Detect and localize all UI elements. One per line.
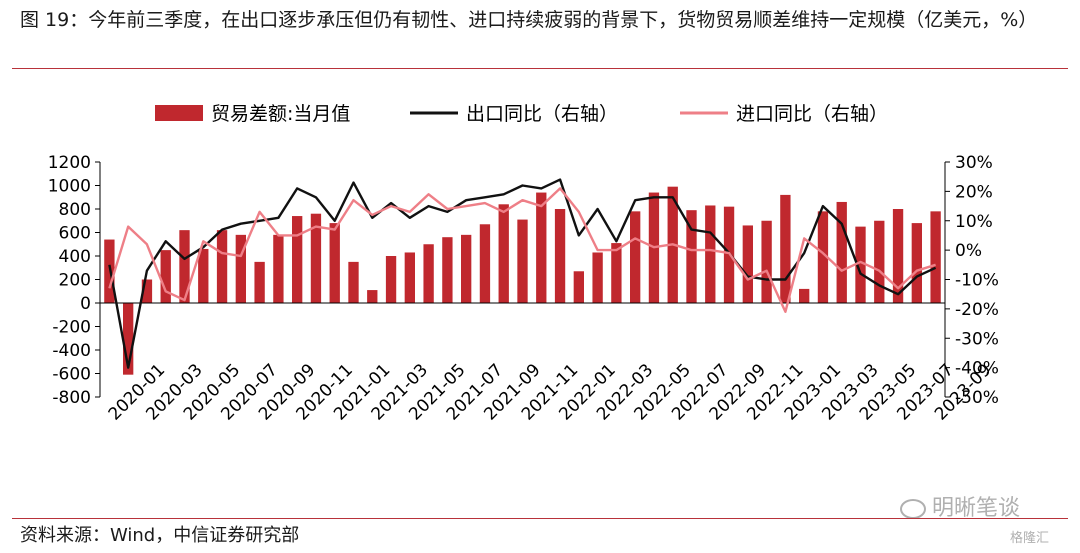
legend-bar-trade-balance-swatch [155, 105, 203, 121]
bar-trade-balance [329, 223, 340, 303]
right-tick-label: -10% [955, 271, 999, 291]
bar-trade-balance [742, 225, 753, 303]
bar-trade-balance [423, 244, 434, 303]
bar-trade-balance [254, 261, 265, 303]
right-tick-label: -50% [955, 388, 999, 408]
right-tick-label: 30% [955, 153, 993, 173]
bar-trade-balance [592, 252, 603, 303]
bar-trade-balance [761, 220, 772, 303]
bar-trade-balance [404, 252, 415, 303]
right-tick-label: -20% [955, 300, 999, 320]
left-tick-label: -400 [52, 341, 91, 361]
right-tick-label: -40% [955, 359, 999, 379]
legend-bar-trade-balance-label: 贸易差额:当月值 [211, 103, 350, 125]
right-tick-label: 20% [955, 182, 993, 202]
bar-trade-balance [536, 192, 547, 303]
bar-trade-balance [442, 237, 453, 303]
left-tick-label: -600 [52, 365, 91, 385]
bar-trade-balance [817, 211, 829, 303]
bar-trade-balance [179, 230, 190, 303]
left-tick-label: 200 [59, 271, 91, 291]
bar-trade-balance [554, 209, 566, 303]
legend-import-yoy-label: 进口同比（右轴） [736, 103, 888, 125]
bar-trade-balance [780, 194, 791, 303]
chart: 1200 1000 800 600 400 200 0 -200 -400 -600 -800 30%… [48, 103, 999, 425]
bar-trade-balance [799, 288, 810, 303]
line-import-yoy [108, 187, 936, 313]
right-tick-label: 10% [955, 212, 993, 232]
bar-trade-balance [874, 220, 885, 303]
bottom-rule [12, 518, 1068, 519]
bar-trade-balance [273, 234, 284, 303]
bar-trade-balance [367, 290, 378, 303]
wechat-icon [900, 499, 926, 519]
bar-trade-balance [160, 250, 171, 303]
watermark-gelonghui: 格隆汇 [1010, 531, 1050, 546]
bar-trade-balance [310, 213, 322, 303]
left-tick-label: 400 [59, 247, 91, 267]
bar-trade-balance [123, 303, 134, 375]
left-tick-label: 0 [80, 294, 91, 314]
left-tick-label: 600 [59, 224, 91, 244]
left-tick-label: -200 [52, 318, 91, 338]
bar-trade-balance [911, 223, 922, 303]
bar-trade-balance [461, 234, 472, 303]
bar-trade-balance [611, 243, 622, 303]
left-tick-label: 800 [59, 200, 91, 220]
right-tick-label: 0% [955, 241, 982, 261]
bar-trade-balance [479, 224, 491, 303]
bar-trade-balance [141, 279, 153, 303]
bar-trade-balance [198, 248, 209, 303]
left-tick-label: 1200 [48, 153, 91, 173]
bar-trade-balance [216, 230, 228, 303]
bar-trade-balance [235, 234, 246, 303]
bar-trade-balance [348, 261, 359, 303]
bar-trade-balance [836, 201, 847, 303]
bar-trade-balance [630, 211, 641, 303]
bar-trade-balance [573, 271, 584, 303]
bar-trade-balance [892, 209, 904, 303]
bar-trade-balance [517, 219, 528, 303]
left-tick-label: 1000 [48, 177, 91, 197]
legend-export-yoy-label: 出口同比（右轴） [466, 103, 618, 125]
source-note: 资料来源：Wind，中信证券研究部 [20, 525, 300, 546]
right-tick-label: -30% [955, 329, 999, 349]
bar-trade-balance [498, 204, 509, 303]
bar-trade-balance [686, 210, 697, 303]
chart-title: 图 19：今年前三季度，在出口逐步承压但仍有韧性、进口持续疲弱的背景下，货物贸易… [20, 9, 1038, 31]
watermark-text: 明晰笔谈 [932, 496, 1021, 521]
top-rule [12, 68, 1068, 69]
bar-trade-balance [385, 256, 397, 303]
bar-trade-balance [855, 226, 866, 303]
left-tick-label: -800 [52, 388, 91, 408]
bar-trade-balance [930, 211, 941, 303]
bar-trade-balance [292, 216, 303, 303]
bar-trade-balance [705, 205, 716, 303]
